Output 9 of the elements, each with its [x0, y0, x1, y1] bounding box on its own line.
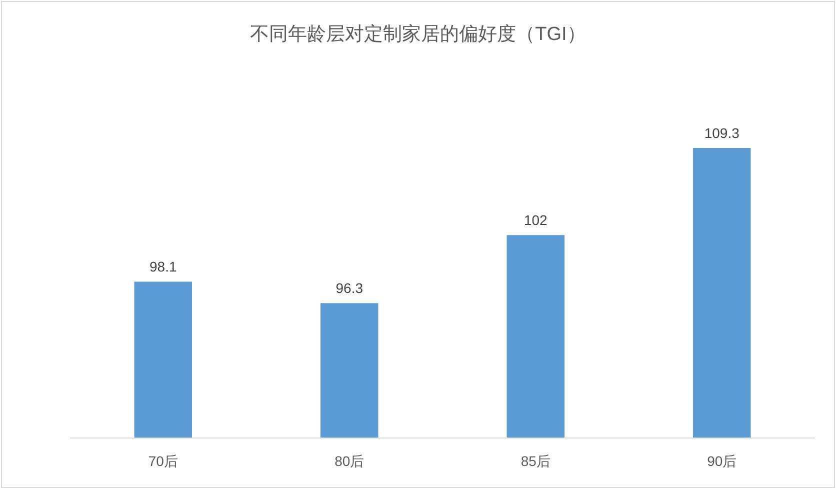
- x-tick-label: 90后: [707, 453, 737, 469]
- data-label: 96.3: [336, 280, 364, 296]
- chart-title: 不同年龄层对定制家居的偏好度（TGI）: [250, 23, 586, 45]
- x-tick-label: 80后: [334, 453, 364, 469]
- x-tick-label: 70后: [148, 453, 178, 469]
- data-label: 109.3: [704, 125, 740, 141]
- data-label: 98.1: [150, 258, 177, 275]
- data-label: 102: [524, 212, 548, 228]
- x-tick-label: 85后: [520, 453, 550, 469]
